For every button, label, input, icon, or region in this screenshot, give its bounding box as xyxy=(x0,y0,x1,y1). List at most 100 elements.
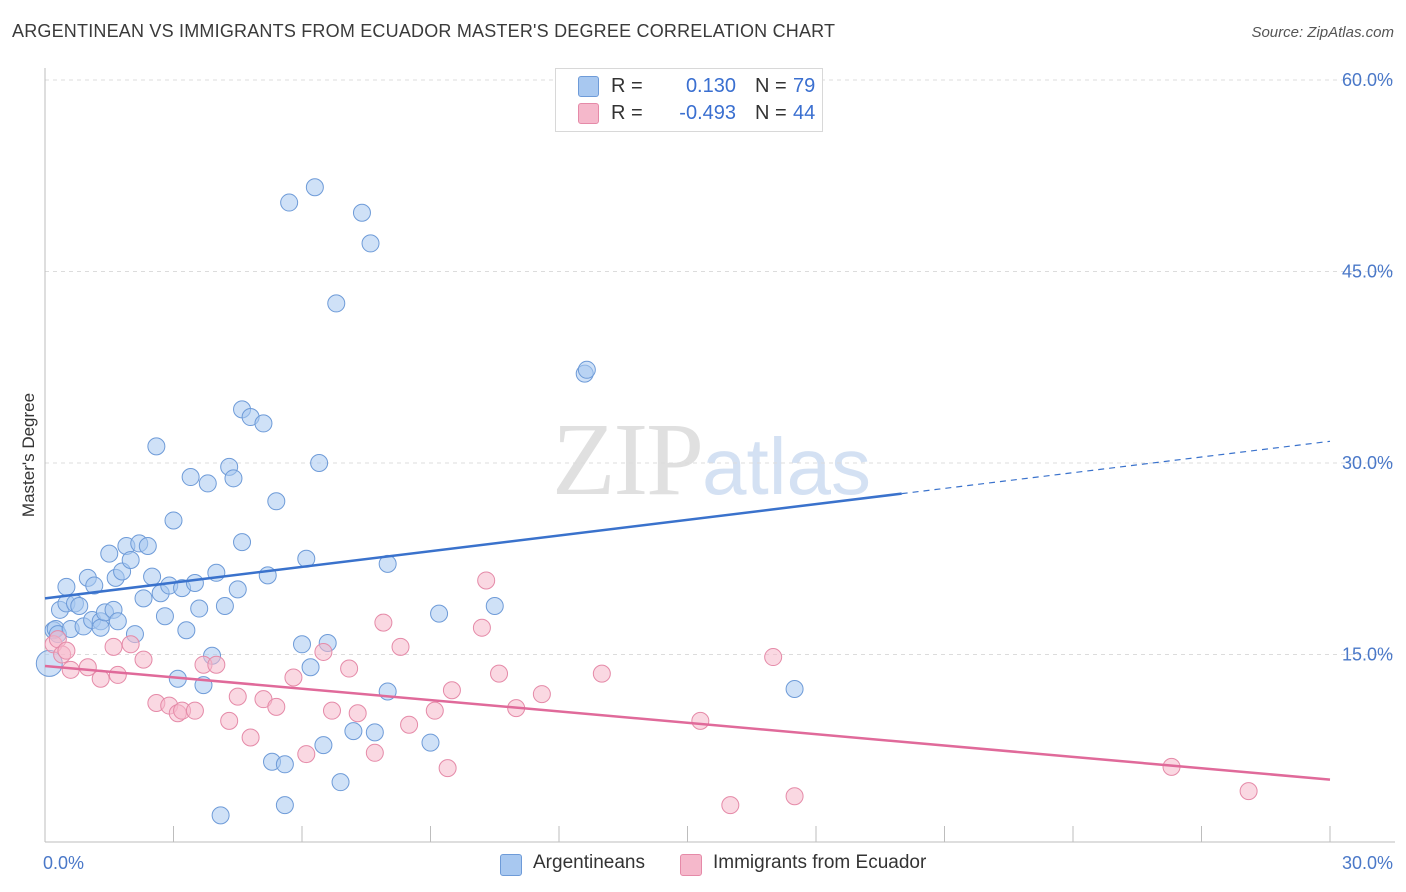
data-point xyxy=(485,596,504,615)
data-point xyxy=(224,469,243,488)
legend-swatch-pink xyxy=(578,103,599,124)
data-point xyxy=(352,203,371,222)
data-point xyxy=(391,637,410,656)
data-point xyxy=(592,664,611,683)
legend-n-label: N = xyxy=(755,102,787,124)
legend-swatch-blue xyxy=(500,854,522,876)
data-point xyxy=(438,759,457,778)
data-point xyxy=(70,596,89,615)
data-point xyxy=(211,806,230,825)
tick-labels: 15.0% 30.0% 45.0% 60.0% 0.0% 30.0% xyxy=(43,70,1393,873)
y-tick-label: 30.0% xyxy=(1342,453,1393,473)
legend-r-label: R = xyxy=(611,75,643,97)
legend-r-value: -0.493 xyxy=(679,102,736,124)
watermark-zip: ZIP xyxy=(552,402,704,517)
data-point xyxy=(228,580,247,599)
data-point xyxy=(721,796,740,815)
data-point xyxy=(134,650,153,669)
data-point xyxy=(91,669,110,688)
data-point xyxy=(477,571,496,590)
legend-label: Argentineans xyxy=(533,852,645,873)
data-point xyxy=(577,360,596,379)
data-point xyxy=(100,544,119,563)
trend-line-ecuador xyxy=(44,664,1331,781)
data-point xyxy=(764,648,783,667)
y-axis-title: Master's Degree xyxy=(19,393,38,517)
data-point xyxy=(340,659,359,678)
data-point xyxy=(121,635,140,654)
data-point xyxy=(267,697,286,716)
data-point xyxy=(233,533,252,552)
data-point xyxy=(305,178,324,197)
legend-n-value: 79 xyxy=(793,75,816,97)
zipatlas-watermark: ZIPatlas xyxy=(552,400,871,519)
data-point xyxy=(254,414,273,433)
data-point xyxy=(155,607,174,626)
data-point xyxy=(241,728,260,747)
legend-r-value: 0.130 xyxy=(685,75,736,97)
data-point xyxy=(785,787,804,806)
data-point xyxy=(108,612,127,631)
legend-n-label: N = xyxy=(755,75,787,97)
data-point xyxy=(57,641,76,660)
data-point xyxy=(185,574,204,593)
y-tick-label: 45.0% xyxy=(1342,262,1393,282)
data-point xyxy=(344,722,363,741)
legend-label: Immigrants from Ecuador xyxy=(713,852,927,873)
legend-swatch-blue xyxy=(578,76,599,97)
data-point xyxy=(280,193,299,212)
legend-item-argentineans[interactable]: Argentineans xyxy=(500,852,660,878)
legend-n-value: 44 xyxy=(793,102,816,124)
trend-line-argentineans xyxy=(44,492,902,600)
y-tick-label: 15.0% xyxy=(1342,645,1393,665)
data-point xyxy=(361,234,380,253)
trend-lines xyxy=(44,440,1331,781)
data-point xyxy=(322,701,341,720)
data-point xyxy=(1239,782,1258,801)
data-point xyxy=(275,755,294,774)
data-point xyxy=(78,658,97,677)
data-point xyxy=(490,664,509,683)
data-point xyxy=(374,613,393,632)
data-point xyxy=(185,701,204,720)
data-point xyxy=(121,551,140,570)
x-tick-label: 0.0% xyxy=(43,853,84,873)
data-point xyxy=(57,577,76,596)
data-point xyxy=(215,596,234,615)
data-point xyxy=(331,773,350,792)
chart-title: ARGENTINEAN VS IMMIGRANTS FROM ECUADOR M… xyxy=(12,21,836,41)
axes xyxy=(44,68,1395,843)
data-point xyxy=(220,711,239,730)
trend-line-argentineans-extension xyxy=(901,440,1331,495)
data-point xyxy=(365,723,384,742)
data-point xyxy=(314,642,333,661)
y-tick-label: 60.0% xyxy=(1342,70,1393,90)
data-point xyxy=(442,681,461,700)
data-point xyxy=(301,658,320,677)
data-point xyxy=(143,567,162,586)
data-point xyxy=(207,655,226,674)
data-point xyxy=(425,701,444,720)
data-point xyxy=(293,635,311,654)
data-point xyxy=(348,704,367,723)
data-point xyxy=(181,468,200,487)
data-point xyxy=(400,715,419,734)
data-point xyxy=(91,618,110,637)
data-point xyxy=(147,437,166,456)
data-point xyxy=(228,687,247,706)
legend-swatch-pink xyxy=(680,854,702,876)
legend-item-ecuador[interactable]: Immigrants from Ecuador xyxy=(680,852,960,878)
data-point xyxy=(138,536,157,555)
grid-lines xyxy=(45,79,1395,655)
data-point xyxy=(85,576,104,595)
data-point xyxy=(275,796,294,815)
data-point xyxy=(430,604,449,623)
data-point xyxy=(190,599,209,618)
data-point xyxy=(134,589,153,608)
data-point xyxy=(421,733,440,752)
x-tick-label: 30.0% xyxy=(1342,853,1393,873)
data-point xyxy=(785,679,804,698)
watermark-atlas: atlas xyxy=(702,422,871,511)
data-point xyxy=(691,711,710,730)
